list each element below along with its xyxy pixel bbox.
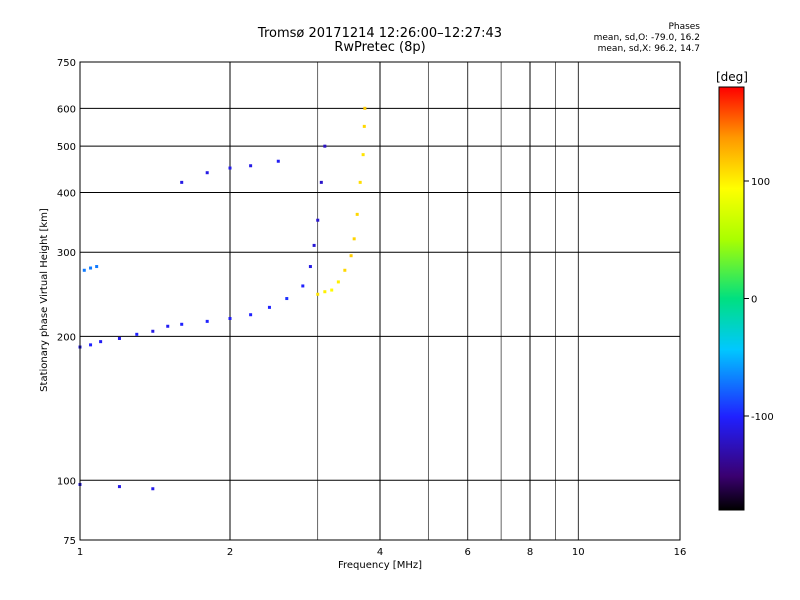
data-point-o	[267, 305, 271, 309]
data-point-o	[180, 180, 184, 184]
grid-lines	[79, 61, 681, 541]
data-point-x	[363, 106, 367, 110]
data-point-o	[301, 284, 305, 288]
data-point-o	[117, 336, 121, 340]
data-point-o	[99, 340, 103, 344]
x-tick-label: 2	[227, 547, 233, 558]
y-tick-label: 500	[57, 142, 76, 153]
data-point-x	[343, 268, 347, 272]
data-point-o	[95, 265, 99, 269]
x-tick-label: 16	[674, 547, 687, 558]
data-point-o	[89, 343, 93, 347]
data-point-x	[362, 124, 366, 128]
data-point-o	[180, 322, 184, 326]
data-point-o	[166, 324, 170, 328]
x-tick-label: 10	[572, 547, 585, 558]
colorbar-unit-label: [deg]	[716, 70, 748, 84]
data-point-o	[89, 266, 93, 270]
data-point-o	[205, 319, 209, 323]
data-point-o	[285, 297, 289, 301]
x-tick-label: 6	[465, 547, 471, 558]
data-point-x	[316, 292, 320, 296]
data-point-o	[249, 164, 253, 168]
phases-o-stats: mean, sd,O: -79.0, 16.2	[593, 33, 700, 43]
data-point-o	[117, 485, 121, 489]
axis-ticks: 1 2 4 6 8 10 16 75 100 200 300 400 500 600 750	[57, 58, 686, 558]
data-point-o	[228, 166, 232, 170]
y-axis-label: Stationary phase Virtual Height [km]	[39, 208, 50, 392]
plot-frame	[79, 61, 681, 541]
phases-x-stats: mean, sd,X: 96.2, 14.7	[597, 44, 700, 54]
data-point-o	[308, 265, 312, 269]
data-point-o	[151, 487, 155, 491]
colorbar-tick-label: 0	[751, 295, 757, 306]
scatter-points	[78, 106, 367, 491]
chart-title: Tromsø 20171214 12:26:00–12:27:43	[257, 26, 503, 41]
data-point-o	[135, 332, 139, 336]
plot-area-border	[79, 61, 681, 541]
x-tick-label: 4	[377, 547, 383, 558]
y-tick-label: 200	[57, 332, 76, 343]
data-point-o	[151, 329, 155, 333]
data-point-x	[355, 212, 359, 216]
y-tick-label: 400	[57, 188, 76, 199]
colorbar	[718, 86, 745, 511]
data-point-x	[361, 153, 365, 157]
x-axis-label: Frequency [MHz]	[338, 560, 422, 571]
data-point-x	[323, 290, 327, 294]
x-tick-label: 8	[527, 547, 533, 558]
data-point-o	[228, 316, 232, 320]
data-point-x	[330, 288, 334, 292]
phases-heading: Phases	[668, 22, 700, 32]
y-tick-label: 75	[63, 536, 76, 547]
data-point-x	[336, 280, 340, 284]
y-tick-label: 750	[57, 58, 76, 69]
colorbar-tick-label: 100	[751, 177, 770, 188]
y-tick-label: 300	[57, 248, 76, 259]
data-point-o	[276, 159, 280, 163]
y-tick-label: 600	[57, 104, 76, 115]
data-point-o	[312, 243, 316, 247]
chart-subtitle: RwPretec (8p)	[334, 40, 426, 55]
data-point-o	[82, 268, 86, 272]
data-point-x	[358, 180, 362, 184]
data-point-o	[323, 144, 327, 148]
x-tick-label: 1	[77, 547, 83, 558]
y-tick-label: 100	[57, 476, 76, 487]
data-point-x	[349, 254, 353, 258]
data-point-o	[205, 171, 209, 175]
data-point-o	[249, 313, 253, 317]
data-point-o	[316, 218, 320, 222]
data-point-o	[319, 180, 323, 184]
colorbar-ticks: 100 0 -100	[744, 177, 774, 423]
data-point-x	[352, 237, 356, 241]
colorbar-tick-label: -100	[751, 412, 774, 423]
